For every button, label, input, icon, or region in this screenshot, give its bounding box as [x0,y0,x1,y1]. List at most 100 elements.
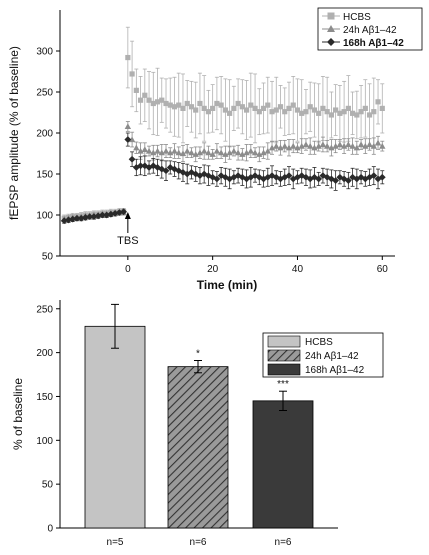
legend-label-24h: 24h Aβ1–42 [343,25,397,36]
data-point-hcbs [299,110,305,116]
data-point-hcbs [197,100,203,107]
y-tick-label: 100 [36,211,53,222]
data-point-24h [234,149,242,156]
time-course-x-axis-label: Time (min) [197,278,257,292]
data-point-24h [162,147,170,154]
category-label-hcbs: n=5 [107,537,124,548]
data-point-168h [196,172,204,180]
bar-legend-item-168h: 168h Aβ1–42 [267,363,365,376]
tbs-label: TBS [117,235,138,247]
data-point-168h [60,217,68,225]
data-point-hcbs [349,110,356,116]
data-point-24h [239,151,246,157]
y-tick-label: 50 [42,480,54,491]
data-point-hcbs [256,109,262,115]
legend-item-24h: 24h Aβ1–42 [322,25,397,36]
data-point-hcbs [180,105,186,111]
data-point-24h [323,142,331,149]
data-point-24h [328,144,335,151]
data-point-168h [344,177,352,184]
data-point-168h [166,164,174,171]
data-point-168h [99,211,106,219]
y-tick-label: 150 [36,392,53,403]
bar-24h [167,366,229,529]
data-point-24h [302,141,310,148]
legend-item-168h: 168h Aβ1–42 [322,38,404,49]
y-tick-label: 100 [36,436,53,447]
legend-item-hcbs: HCBS [322,12,371,23]
bar-legend-swatch-24h [267,349,301,362]
data-point-hcbs [316,110,322,116]
data-point-24h [277,144,284,151]
data-point-24h [319,141,327,148]
bar-chart-legend: HCBS 24h Aβ1–42 168h Aβ1–42 [262,332,384,378]
tbs-arrow-head [124,212,131,219]
data-point-hcbs [193,107,199,113]
data-point-hcbs [201,105,207,111]
data-point-hcbs [184,100,190,107]
tbs-annotation: TBS [117,212,139,247]
data-point-hcbs [142,92,148,98]
data-point-168h [289,175,297,183]
data-point-hcbs [214,100,220,107]
y-tick-label: 250 [36,88,53,99]
significance-24h: * [196,349,200,360]
data-point-168h [336,173,344,181]
time-course-chart: 50 100 150 200 250 300 0 20 40 60 fEPSP amplitud… [7,7,423,292]
y-tick-label: 250 [36,304,53,315]
x-tick-label: 0 [125,264,131,275]
data-point-hcbs [379,105,385,111]
bar-chart-bars: **** [84,303,314,529]
data-point-24h [145,147,153,154]
data-point-hcbs [210,105,216,111]
data-point-hcbs [154,99,161,105]
data-point-168h [145,164,153,171]
data-point-168h [332,177,340,184]
data-point-hcbs [243,107,250,113]
data-point-168h [141,162,149,170]
data-point-hcbs [222,107,228,113]
legend-label-hcbs: HCBS [343,12,371,23]
data-point-168h [243,175,250,183]
data-point-168h [103,211,111,219]
data-point-24h [154,147,161,154]
data-point-hcbs [375,99,381,105]
data-point-168h [94,212,102,220]
data-point-hcbs [248,102,254,108]
data-point-24h [205,149,212,156]
data-point-hcbs [167,102,173,108]
data-point-168h [128,155,136,163]
data-point-24h [209,151,216,157]
x-tick-label: 40 [292,264,304,275]
data-point-hcbs [337,110,343,116]
data-point-hcbs [345,105,351,111]
data-point-24h [226,149,233,156]
legend-marker-diamond [327,38,335,46]
data-point-hcbs [150,100,156,107]
data-point-168h [115,209,123,216]
data-point-24h [290,142,297,149]
data-point-hcbs [371,109,377,115]
bar-chart-y-ticks: 0 50 100 150 200 250 [36,304,60,535]
bar-legend-item-24h: 24h Aβ1–42 [267,349,359,362]
data-point-hcbs [358,109,364,115]
bar-168h [252,400,314,529]
data-point-24h [217,149,225,156]
data-point-168h [90,213,98,221]
data-point-168h [86,213,94,221]
data-point-24h [349,142,356,149]
data-point-hcbs [328,112,334,118]
y-tick-label: 300 [36,47,53,58]
data-point-hcbs [133,87,139,93]
data-point-168h [124,136,132,143]
bar-legend-label-168h: 168h Aβ1–42 [305,365,365,376]
data-point-hcbs [362,105,368,111]
time-course-x-ticks: 0 20 40 60 [125,256,388,275]
data-point-24h [345,141,352,148]
data-point-24h [273,142,280,149]
data-point-24h [370,142,377,149]
data-point-168h [298,172,306,180]
data-point-24h [128,136,136,143]
data-point-hcbs [137,97,144,103]
